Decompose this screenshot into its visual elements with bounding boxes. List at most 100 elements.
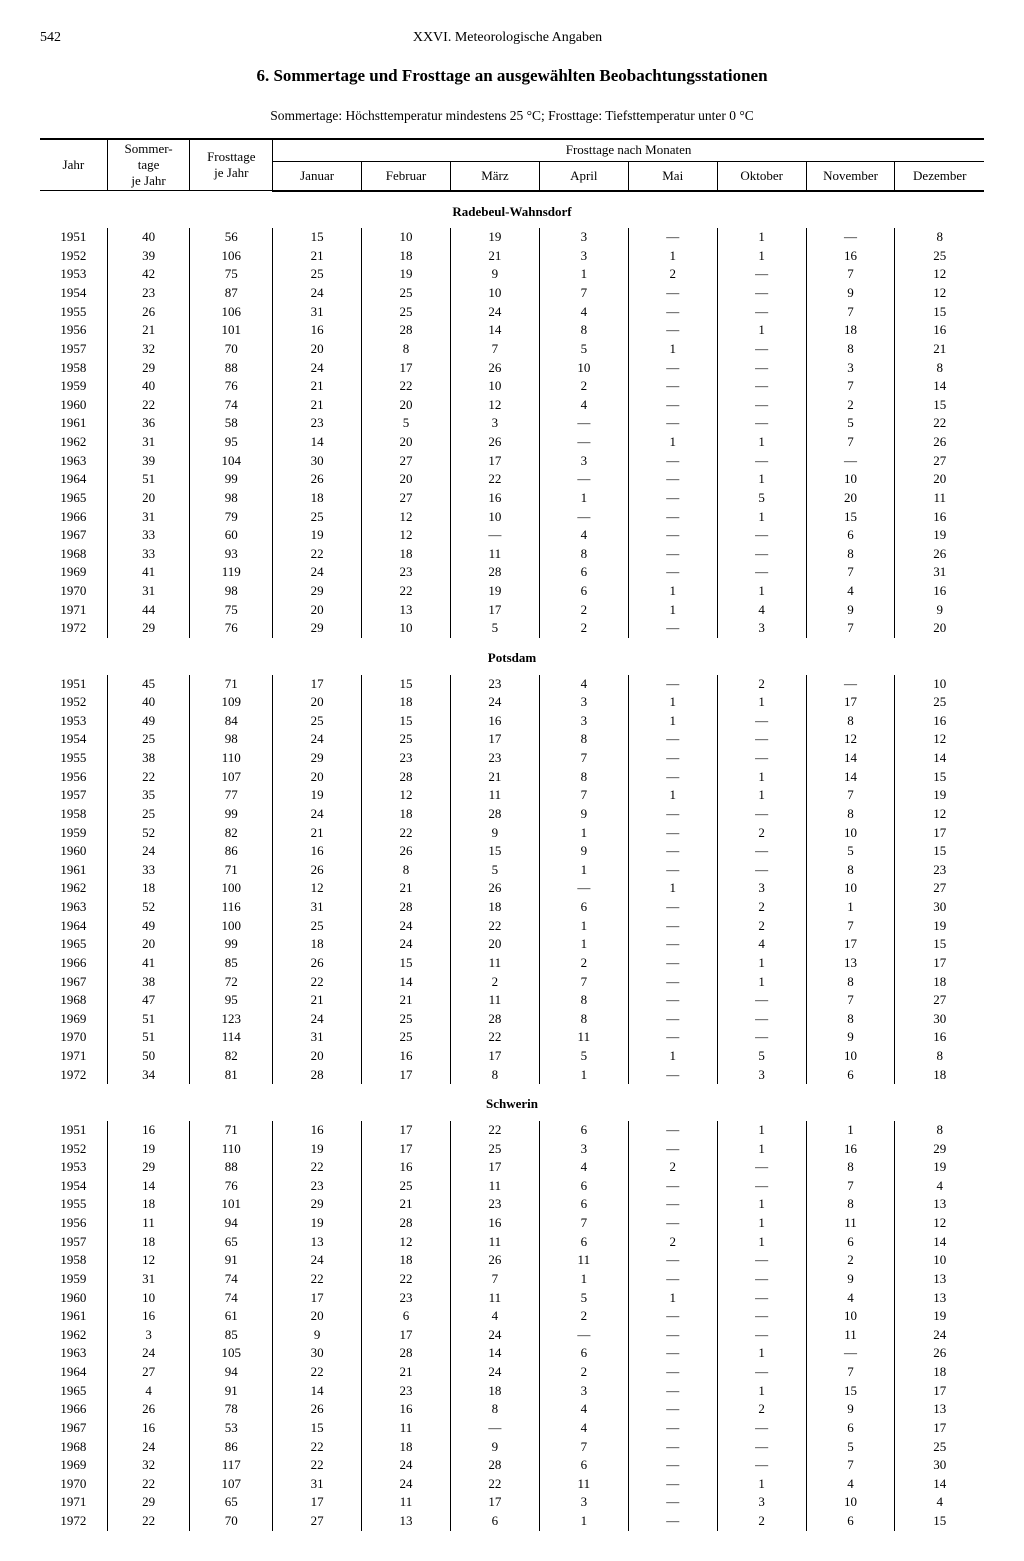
table-cell: 17 bbox=[895, 954, 984, 973]
table-cell: 13 bbox=[895, 1270, 984, 1289]
table-cell: 18 bbox=[107, 1233, 190, 1252]
table-cell: 23 bbox=[450, 749, 539, 768]
table-cell: 7 bbox=[539, 1214, 628, 1233]
table-cell: 1961 bbox=[40, 414, 107, 433]
table-cell: 93 bbox=[190, 545, 273, 564]
table-cell: — bbox=[628, 1307, 717, 1326]
table-cell: 72 bbox=[190, 973, 273, 992]
table-cell: 4 bbox=[539, 303, 628, 322]
table-cell: 1 bbox=[628, 786, 717, 805]
table-cell: 11 bbox=[362, 1493, 451, 1512]
table-cell: — bbox=[717, 1456, 806, 1475]
table-cell: 98 bbox=[190, 582, 273, 601]
table-cell: 31 bbox=[273, 1475, 362, 1494]
table-cell: 1967 bbox=[40, 1419, 107, 1438]
table-cell: 1 bbox=[717, 1214, 806, 1233]
table-cell: 31 bbox=[895, 563, 984, 582]
table-cell: 2 bbox=[628, 1233, 717, 1252]
table-cell: 24 bbox=[273, 284, 362, 303]
table-cell: 17 bbox=[895, 824, 984, 843]
table-cell: 10 bbox=[539, 359, 628, 378]
table-cell: 27 bbox=[895, 879, 984, 898]
table-cell: 1964 bbox=[40, 917, 107, 936]
table-cell: 1965 bbox=[40, 489, 107, 508]
table-row: 19715082201617515108 bbox=[40, 1047, 984, 1066]
table-cell: 3 bbox=[717, 619, 806, 638]
table-row: 195611941928167—11112 bbox=[40, 1214, 984, 1233]
table-cell: 19 bbox=[273, 1214, 362, 1233]
table-cell: — bbox=[628, 377, 717, 396]
table-cell: 1958 bbox=[40, 359, 107, 378]
table-cell: 119 bbox=[190, 563, 273, 582]
table-cell: 15 bbox=[273, 228, 362, 247]
table-cell: 16 bbox=[895, 712, 984, 731]
table-cell: 1963 bbox=[40, 1344, 107, 1363]
table-cell: 2 bbox=[628, 1158, 717, 1177]
table-row: 196520991824201—41715 bbox=[40, 935, 984, 954]
table-cell: 1 bbox=[628, 433, 717, 452]
table-cell: — bbox=[628, 1177, 717, 1196]
table-cell: 24 bbox=[895, 1326, 984, 1345]
table-cell: 35 bbox=[107, 786, 190, 805]
table-cell: 19 bbox=[895, 917, 984, 936]
col-jan: Januar bbox=[273, 161, 362, 191]
table-cell: 21 bbox=[273, 824, 362, 843]
table-cell: 22 bbox=[450, 470, 539, 489]
table-cell: 28 bbox=[362, 768, 451, 787]
table-cell: 25 bbox=[362, 303, 451, 322]
table-cell: 11 bbox=[450, 786, 539, 805]
table-cell: 16 bbox=[362, 1047, 451, 1066]
table-cell: 22 bbox=[362, 582, 451, 601]
table-cell: — bbox=[806, 452, 895, 471]
table-cell: 3 bbox=[539, 247, 628, 266]
table-cell: 12 bbox=[362, 786, 451, 805]
table-cell: 9 bbox=[806, 1400, 895, 1419]
table-cell: 7 bbox=[539, 786, 628, 805]
table-cell: — bbox=[628, 619, 717, 638]
table-cell: 27 bbox=[895, 452, 984, 471]
table-row: 1960107417231151—413 bbox=[40, 1289, 984, 1308]
table-cell: 8 bbox=[450, 1400, 539, 1419]
table-row: 19573270208751—821 bbox=[40, 340, 984, 359]
table-cell: 9 bbox=[273, 1326, 362, 1345]
table-cell: 19 bbox=[273, 786, 362, 805]
table-cell: 11 bbox=[539, 1028, 628, 1047]
table-cell: 1959 bbox=[40, 1270, 107, 1289]
table-cell: 12 bbox=[806, 730, 895, 749]
table-cell: 18 bbox=[895, 1066, 984, 1085]
table-cell: 58 bbox=[190, 414, 273, 433]
table-cell: — bbox=[717, 1307, 806, 1326]
table-cell: 3 bbox=[539, 693, 628, 712]
table-cell: 3 bbox=[539, 1140, 628, 1159]
table-cell: 24 bbox=[273, 1010, 362, 1029]
table-row: 196716531511—4——617 bbox=[40, 1419, 984, 1438]
table-cell: 20 bbox=[273, 340, 362, 359]
table-cell: 14 bbox=[273, 433, 362, 452]
table-cell: 25 bbox=[450, 1140, 539, 1159]
table-cell: 25 bbox=[362, 1028, 451, 1047]
table-cell: 29 bbox=[273, 582, 362, 601]
table-cell: 24 bbox=[362, 935, 451, 954]
table-cell: 30 bbox=[895, 898, 984, 917]
table-row: 1969411192423286——731 bbox=[40, 563, 984, 582]
table-cell: 22 bbox=[450, 917, 539, 936]
table-cell: 1 bbox=[717, 228, 806, 247]
table-cell: 1962 bbox=[40, 1326, 107, 1345]
table-cell: 1 bbox=[539, 1270, 628, 1289]
table-cell: 14 bbox=[895, 377, 984, 396]
table-cell: 21 bbox=[273, 991, 362, 1010]
table-row: 1963391043027173———27 bbox=[40, 452, 984, 471]
table-cell: 26 bbox=[273, 1400, 362, 1419]
table-cell: 1951 bbox=[40, 1121, 107, 1140]
table-cell: 16 bbox=[895, 582, 984, 601]
table-row: 1969321172224286——730 bbox=[40, 1456, 984, 1475]
table-cell: 107 bbox=[190, 1475, 273, 1494]
table-cell: 8 bbox=[895, 359, 984, 378]
table-cell: 21 bbox=[107, 321, 190, 340]
table-cell: 11 bbox=[450, 1177, 539, 1196]
table-cell: 26 bbox=[107, 303, 190, 322]
table-cell: 1 bbox=[628, 582, 717, 601]
table-cell: 5 bbox=[806, 842, 895, 861]
table-row: 196427942221242——718 bbox=[40, 1363, 984, 1382]
table-cell: — bbox=[628, 1363, 717, 1382]
